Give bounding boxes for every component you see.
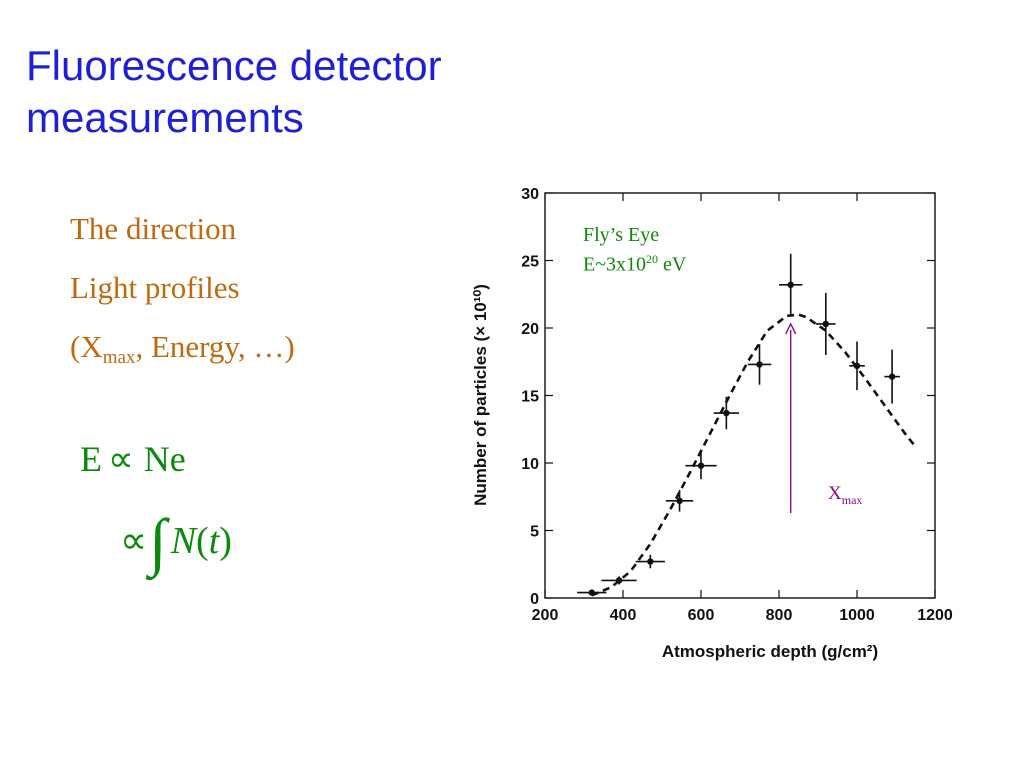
- data-point: [615, 577, 623, 584]
- integral-symbol: ∫: [149, 506, 167, 577]
- bullet-xmax-energy: (Xmax, Energy, …): [70, 323, 295, 382]
- formula-rhs: Ne: [143, 439, 186, 479]
- data-point: [787, 281, 794, 288]
- data-point: [888, 373, 896, 380]
- shower-profile-chart: 200 400 600 800 1000 1200 0 5 10 15 20 25 30 Atmosph…: [471, 186, 953, 661]
- data-point: [676, 497, 683, 504]
- flys-eye-label: Fly’s Eye: [583, 224, 660, 246]
- y-tick-label: 10: [521, 456, 539, 473]
- tick-labels-layer: 200 400 600 800 1000 1200 0 5 10 15 20 25 30: [521, 186, 953, 624]
- bullet-xmax-post: , Energy, …): [135, 329, 295, 364]
- y-tick-label: 20: [521, 321, 539, 338]
- slide-title: Fluorescence detector measurements: [26, 40, 586, 144]
- proportional-symbol-2: ∝: [120, 520, 148, 562]
- energy-label: E~3x1020 eV: [583, 247, 686, 277]
- formula-lhs: E: [80, 439, 102, 479]
- xmax-marker-layer: [785, 322, 797, 513]
- data-point: [756, 361, 763, 368]
- chart-frame-layer: [544, 192, 936, 599]
- formula-close-paren: ): [219, 520, 232, 562]
- bullet-light-profiles: Light profiles: [70, 270, 240, 305]
- xmax-sub: max: [841, 492, 863, 507]
- data-points-layer: [577, 253, 900, 596]
- x-tick-label: 800: [766, 607, 793, 624]
- title-line-1: Fluorescence detector: [26, 42, 442, 89]
- x-tick-label: 1200: [917, 607, 953, 624]
- formula-func: N: [170, 520, 197, 562]
- x-tick-label: 600: [688, 607, 715, 624]
- data-point: [588, 589, 595, 596]
- flys-eye-annotation: Fly’s Eye E~3x1020 eV: [583, 223, 686, 277]
- formula-var: t: [208, 520, 220, 562]
- bullet-list: The direction Light profiles (Xmax, Ener…: [70, 205, 295, 382]
- proportional-symbol: ∝: [108, 439, 134, 479]
- y-tick-label: 15: [521, 389, 539, 406]
- y-tick-label: 5: [530, 524, 539, 541]
- fit-curve: [591, 313, 917, 597]
- data-point: [647, 558, 654, 565]
- energy-unit: eV: [658, 253, 687, 276]
- y-axis-label: Number of particles (× 10¹⁰): [471, 284, 490, 506]
- data-point: [822, 320, 829, 328]
- formula-energy-proportional: E ∝ Ne: [80, 438, 186, 480]
- x-tick-label: 1000: [839, 607, 875, 624]
- title-line-2: measurements: [26, 94, 304, 141]
- formula-open-paren: (: [196, 520, 209, 562]
- y-tick-label: 25: [521, 254, 539, 271]
- formula-integral: ∝∫ N(t): [120, 505, 232, 579]
- x-tick-label: 400: [610, 607, 637, 624]
- fit-curve-layer: [591, 313, 917, 597]
- energy-exp: 20: [646, 252, 659, 266]
- bullet-xmax-sub: max: [102, 347, 136, 368]
- xmax-annotation: Xmax: [828, 483, 862, 508]
- bullet-direction: The direction: [70, 211, 237, 246]
- x-axis-label: Atmospheric depth (g/cm²): [662, 642, 878, 661]
- data-point: [697, 462, 705, 469]
- x-tick-label: 200: [532, 607, 559, 624]
- xmax-main: X: [828, 483, 842, 504]
- xmax-arrow-head: [785, 322, 797, 335]
- data-point: [723, 409, 730, 417]
- bullet-xmax-pre: (X: [70, 329, 103, 364]
- energy-pre: E~3x10: [583, 253, 647, 276]
- y-tick-label: 30: [521, 186, 539, 203]
- chart-area: 200 400 600 800 1000 1200 0 5 10 15 20 25 30 Atmosph…: [440, 175, 1000, 675]
- y-tick-label: 0: [530, 591, 539, 608]
- data-point: [853, 362, 861, 369]
